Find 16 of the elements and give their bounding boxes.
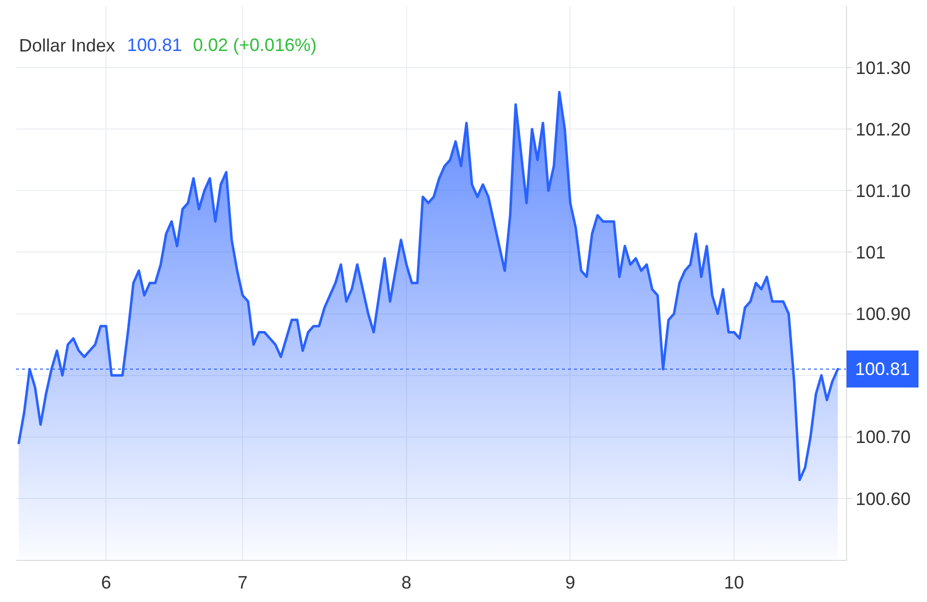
annotation: 100.81 (127, 35, 182, 55)
y-tick-label: 101 (856, 242, 886, 263)
y-tick-label: 100.90 (856, 304, 911, 324)
x-tick-label: 10 (724, 572, 744, 593)
x-tick-label: 6 (101, 572, 112, 593)
x-tick-label: 9 (565, 572, 576, 593)
y-tick-label: 100.70 (856, 427, 911, 448)
ref-line-label: 100.81 (855, 359, 910, 379)
y-tick-label: 101.20 (856, 119, 911, 140)
annotation: 0.02 (+0.016%) (193, 35, 317, 55)
x-tick-label: 8 (401, 572, 412, 593)
x-tick-label: 7 (238, 572, 248, 593)
y-tick-label: 100.60 (856, 488, 911, 509)
y-tick-label: 101.10 (856, 180, 911, 201)
text: Dollar Index (19, 35, 116, 56)
y-tick-label: 101.30 (856, 58, 911, 78)
